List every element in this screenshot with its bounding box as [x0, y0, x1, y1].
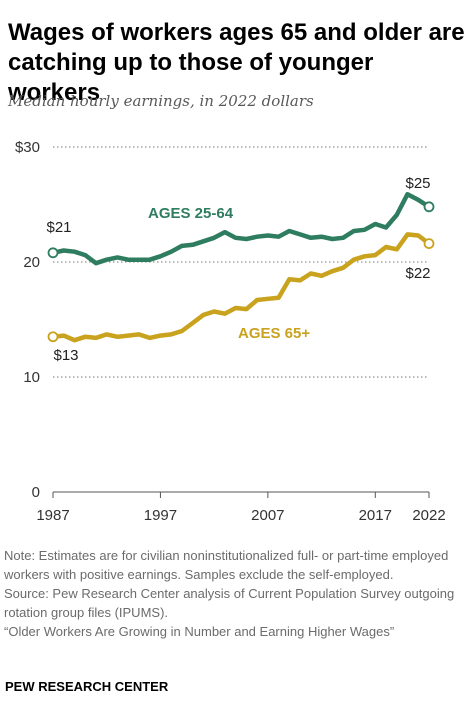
y-axis-tick-labels: 0 10 20 $30 [15, 139, 40, 501]
data-label-0: $21 [46, 219, 71, 236]
series-name-ages-65: AGES 65+ [238, 325, 310, 342]
report-title-text: “Older Workers Are Growing in Number and… [4, 624, 395, 639]
end-point-ages-25-64 [423, 201, 435, 213]
start-point-ages-25-64 [47, 247, 59, 259]
x-tick-label-2017: 2017 [359, 507, 392, 524]
end-point-ages-65 [423, 238, 435, 249]
start-point-ages-65 [47, 331, 59, 343]
y-tick-label-10: 10 [23, 369, 40, 386]
notes-block: Note: Estimates are for civilian noninst… [4, 546, 470, 641]
series-line-ages-25-64 [50, 191, 432, 266]
series-line-ages-65 [50, 232, 432, 343]
x-tick-label-1987: 1987 [36, 507, 69, 524]
source-text: Source: Pew Research Center analysis of … [4, 586, 455, 620]
y-tick-label-30: $30 [15, 139, 40, 156]
note-text: Note: Estimates are for civilian noninst… [4, 548, 449, 582]
data-label-1: $25 [405, 175, 430, 192]
x-tick-label-1997: 1997 [144, 507, 177, 524]
data-label-3: $22 [405, 265, 430, 282]
series-name-ages-25-64: AGES 25-64 [148, 205, 234, 222]
x-tick-label-2007: 2007 [251, 507, 284, 524]
series-labels: AGES 25-64 AGES 65+ $21 $25 $13 $22 [46, 175, 430, 364]
chart-subtitle: Median hourly earnings, in 2022 dollars [8, 92, 314, 110]
x-axis-tick-labels: 1987 1997 2007 2017 2022 [36, 492, 446, 524]
x-tick-label-2022: 2022 [412, 507, 445, 524]
y-tick-label-20: 20 [23, 254, 40, 271]
brand-logo-text: PEW RESEARCH CENTER [5, 679, 169, 694]
gridlines [53, 146, 429, 493]
y-tick-label-0: 0 [32, 484, 40, 501]
series-lines [47, 191, 435, 343]
line-chart: 0 10 20 $30 1987 1997 2007 2017 2022 AGES 25-64… [15, 139, 446, 524]
data-label-2: $13 [53, 347, 78, 364]
chart-title: Wages of workers ages 65 and older are c… [8, 19, 465, 106]
